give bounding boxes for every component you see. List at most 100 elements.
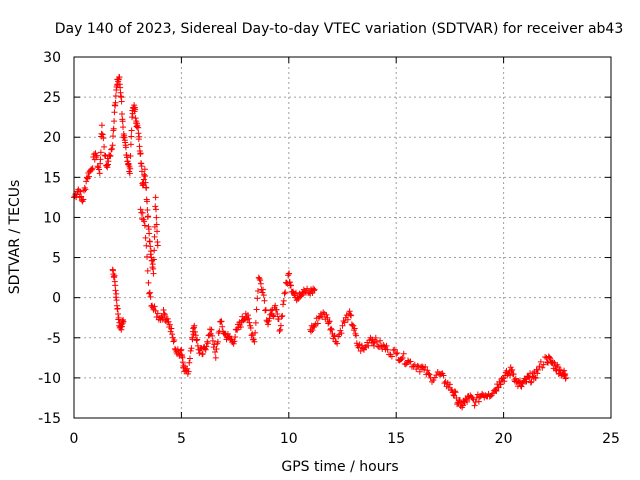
data-point <box>100 135 107 142</box>
data-point <box>218 318 225 325</box>
data-point <box>209 337 216 344</box>
data-point <box>256 275 263 282</box>
data-point <box>208 326 215 333</box>
data-point <box>78 197 85 204</box>
data-point <box>161 311 168 318</box>
data-point <box>338 330 345 337</box>
data-point <box>532 374 539 381</box>
data-point <box>153 221 160 228</box>
data-point <box>168 325 175 332</box>
data-point <box>273 306 280 313</box>
data-point <box>351 325 358 332</box>
data-point <box>270 313 277 320</box>
data-point <box>147 243 154 250</box>
data-point <box>190 325 197 332</box>
data-point <box>407 358 414 365</box>
data-point <box>265 317 272 324</box>
y-axis-label: SDTVAR / TECUs <box>7 180 23 295</box>
data-point <box>211 341 218 348</box>
data-point <box>204 340 211 347</box>
data-point <box>237 324 244 331</box>
data-point <box>550 359 557 366</box>
data-point <box>154 228 161 235</box>
data-point <box>145 213 152 220</box>
data-point <box>231 338 238 345</box>
data-point <box>97 156 104 163</box>
data-point <box>452 389 459 396</box>
data-point <box>146 230 153 237</box>
data-point <box>81 184 88 191</box>
data-point <box>249 331 256 338</box>
data-point <box>141 166 148 173</box>
data-point <box>287 282 294 289</box>
data-point <box>166 321 173 328</box>
data-point <box>326 318 333 325</box>
data-point <box>348 312 355 319</box>
x-tick-label: 0 <box>70 431 79 447</box>
data-point <box>81 187 88 194</box>
plot-frame <box>73 56 612 419</box>
data-point <box>280 301 287 308</box>
y-tick-label: 5 <box>52 251 61 267</box>
data-point <box>146 289 153 296</box>
data-point <box>528 378 535 385</box>
data-point <box>141 222 148 229</box>
data-point <box>154 242 161 249</box>
data-point <box>136 133 143 140</box>
data-point <box>553 367 560 374</box>
data-point <box>515 378 522 385</box>
data-point <box>152 203 159 210</box>
data-point <box>185 368 192 375</box>
data-point <box>539 364 546 371</box>
data-point <box>310 287 317 294</box>
data-point <box>202 346 209 353</box>
data-point <box>108 145 115 152</box>
y-tick-label: 30 <box>43 50 61 66</box>
data-point <box>212 354 219 361</box>
x-tick-label: 10 <box>280 431 298 447</box>
data-point <box>171 336 178 343</box>
data-point <box>540 361 547 368</box>
data-point <box>247 325 254 332</box>
data-point <box>348 321 355 328</box>
data-point <box>186 359 193 366</box>
data-point <box>426 371 433 378</box>
data-point <box>142 173 149 180</box>
data-point <box>259 289 266 296</box>
data-point <box>414 362 421 369</box>
data-point <box>298 292 305 299</box>
data-point <box>340 317 347 324</box>
data-point <box>510 371 517 378</box>
data-point <box>159 316 166 323</box>
data-point <box>267 307 274 314</box>
data-point <box>112 92 119 99</box>
data-point <box>248 332 255 339</box>
data-point <box>527 379 534 386</box>
data-point <box>77 188 84 195</box>
data-point <box>86 173 93 180</box>
data-point <box>331 332 338 339</box>
y-tick-label: -5 <box>47 331 61 347</box>
data-point <box>93 152 100 159</box>
data-point <box>117 84 124 91</box>
data-point <box>391 346 398 353</box>
data-point <box>108 146 115 153</box>
x-tick-label: 20 <box>495 431 513 447</box>
data-point <box>128 133 135 140</box>
data-point <box>147 293 154 300</box>
data-point <box>150 270 157 277</box>
data-point <box>187 347 194 354</box>
data-point <box>113 297 120 304</box>
data-point <box>203 343 210 350</box>
data-point <box>143 242 150 249</box>
data-point <box>167 328 174 335</box>
data-point <box>99 131 106 138</box>
data-point <box>257 280 264 287</box>
data-point <box>252 329 259 336</box>
data-point <box>516 379 523 386</box>
data-point <box>193 337 200 344</box>
data-point <box>262 306 269 313</box>
data-point <box>227 335 234 342</box>
data-point <box>137 206 144 213</box>
